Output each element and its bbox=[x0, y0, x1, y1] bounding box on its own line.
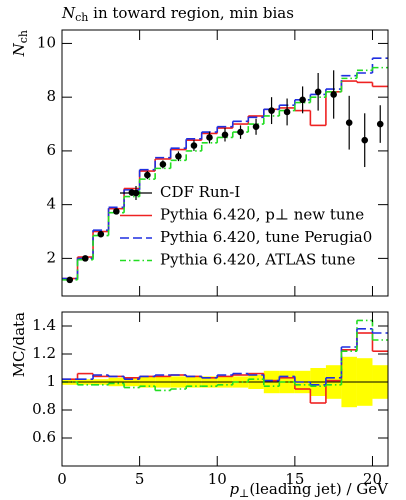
x-label-text: (leading jet) / GeV bbox=[249, 480, 389, 498]
title-text: in toward region, min bias bbox=[88, 4, 294, 22]
y-tick-label: 10 bbox=[37, 33, 56, 51]
y-tick-label: 4 bbox=[46, 195, 56, 213]
data-point bbox=[190, 142, 198, 149]
data-point bbox=[66, 276, 74, 284]
y-label-subscript: ch bbox=[17, 30, 30, 43]
legend-label: Pythia 6.420, ATLAS tune bbox=[160, 251, 355, 269]
x-tick-label: 10 bbox=[208, 470, 227, 488]
data-point bbox=[221, 131, 229, 139]
plot-frame bbox=[61, 29, 389, 297]
data-point bbox=[97, 230, 105, 238]
data-point bbox=[361, 136, 369, 144]
data-point bbox=[283, 108, 291, 116]
data-point bbox=[345, 119, 353, 126]
data-point bbox=[159, 161, 167, 168]
title-symbol: N bbox=[61, 4, 76, 22]
y-tick-label: 8 bbox=[46, 87, 56, 105]
data-point bbox=[144, 171, 151, 179]
y-tick-label: 1.2 bbox=[32, 344, 56, 362]
x-axis-label: p⊥(leading jet) / GeV bbox=[229, 480, 389, 500]
title-subscript: ch bbox=[75, 11, 88, 24]
data-point bbox=[252, 123, 260, 131]
x-label-symbol: p bbox=[229, 480, 239, 498]
legend-label: Pythia 6.420, p⊥ new tune bbox=[160, 206, 364, 224]
legend-swatch bbox=[132, 189, 140, 197]
y-tick-label: 0.6 bbox=[32, 428, 56, 446]
x-label-subscript: ⊥ bbox=[239, 487, 249, 500]
legend-label: CDF Run-I bbox=[160, 183, 240, 201]
chart-title: Nch in toward region, min bias bbox=[61, 4, 294, 24]
x-tick-label: 15 bbox=[285, 470, 304, 488]
x-tick-label: 20 bbox=[363, 470, 382, 488]
data-point bbox=[113, 208, 120, 215]
y-axis-label: Nch bbox=[10, 30, 30, 57]
y-tick-label: 6 bbox=[46, 141, 56, 159]
y-tick-label: 1 bbox=[46, 372, 56, 390]
y-tick-label: 2 bbox=[46, 248, 56, 266]
data-point bbox=[175, 152, 182, 160]
data-point bbox=[376, 120, 384, 128]
x-tick-label: 0 bbox=[57, 470, 67, 488]
data-point bbox=[314, 88, 322, 96]
data-point bbox=[330, 91, 337, 98]
x-tick-label: 5 bbox=[135, 470, 145, 488]
y-label-symbol: N bbox=[10, 42, 28, 57]
data-point bbox=[268, 107, 275, 114]
data-point bbox=[206, 134, 213, 141]
y-tick-label: 0.8 bbox=[32, 400, 56, 418]
legend-label: Pythia 6.420, tune Perugia0 bbox=[160, 228, 372, 246]
plot-frame bbox=[61, 311, 389, 467]
y-tick-label: 1.4 bbox=[32, 316, 56, 334]
data-point bbox=[299, 96, 306, 104]
data-point bbox=[237, 128, 244, 136]
data-point bbox=[81, 255, 89, 262]
ratio-y-axis-label: MC/data bbox=[10, 312, 28, 377]
